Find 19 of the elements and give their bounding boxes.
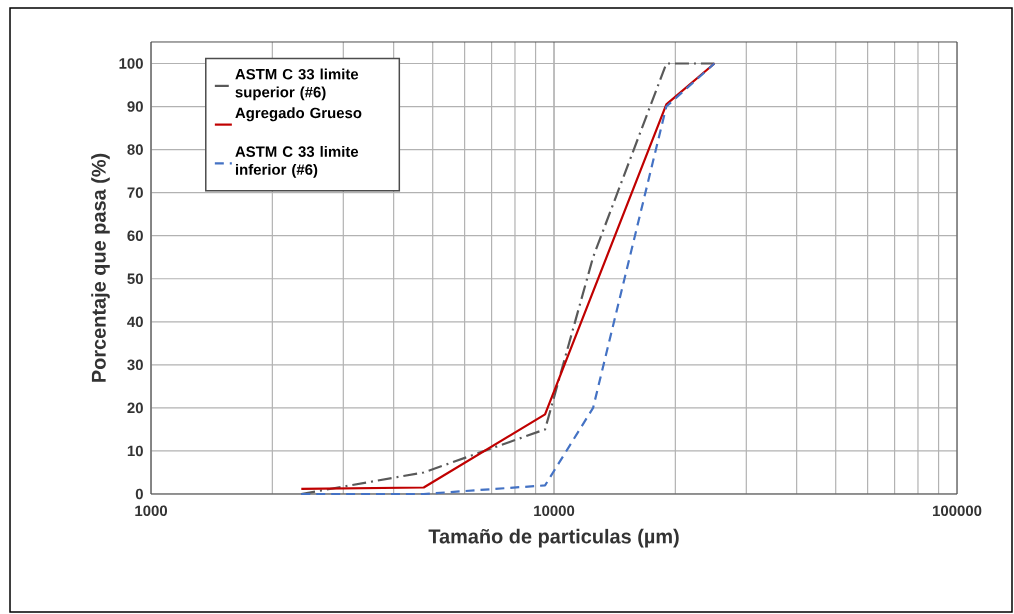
y-tick-label: 70 — [127, 187, 143, 198]
y-tick-label: 10 — [127, 445, 143, 457]
legend-label: Agregado Grueso — [235, 107, 362, 122]
x-tick-label: 100000 — [933, 505, 982, 517]
y-axis-title: Porcentaje que pasa (%) — [91, 153, 110, 382]
y-tick-label: 100 — [119, 58, 143, 69]
legend-label: ASTM C 33 limite inferior (#6) — [235, 145, 359, 178]
y-tick-label: 0 — [135, 488, 143, 500]
y-tick-label: 80 — [127, 144, 143, 155]
y-tick-label: 60 — [127, 230, 143, 241]
y-tick-label: 20 — [127, 402, 143, 414]
y-tick-label: 50 — [127, 273, 143, 285]
x-tick-label: 1000 — [135, 505, 168, 517]
legend-label: ASTM C 33 limite superior (#6) — [235, 68, 359, 101]
y-tick-label: 40 — [127, 316, 143, 328]
y-tick-label: 90 — [127, 101, 143, 112]
y-tick-label: 30 — [127, 359, 143, 371]
x-axis-title: Tamaño de particulas (µm) — [428, 528, 679, 548]
x-tick-label: 10000 — [534, 505, 575, 517]
